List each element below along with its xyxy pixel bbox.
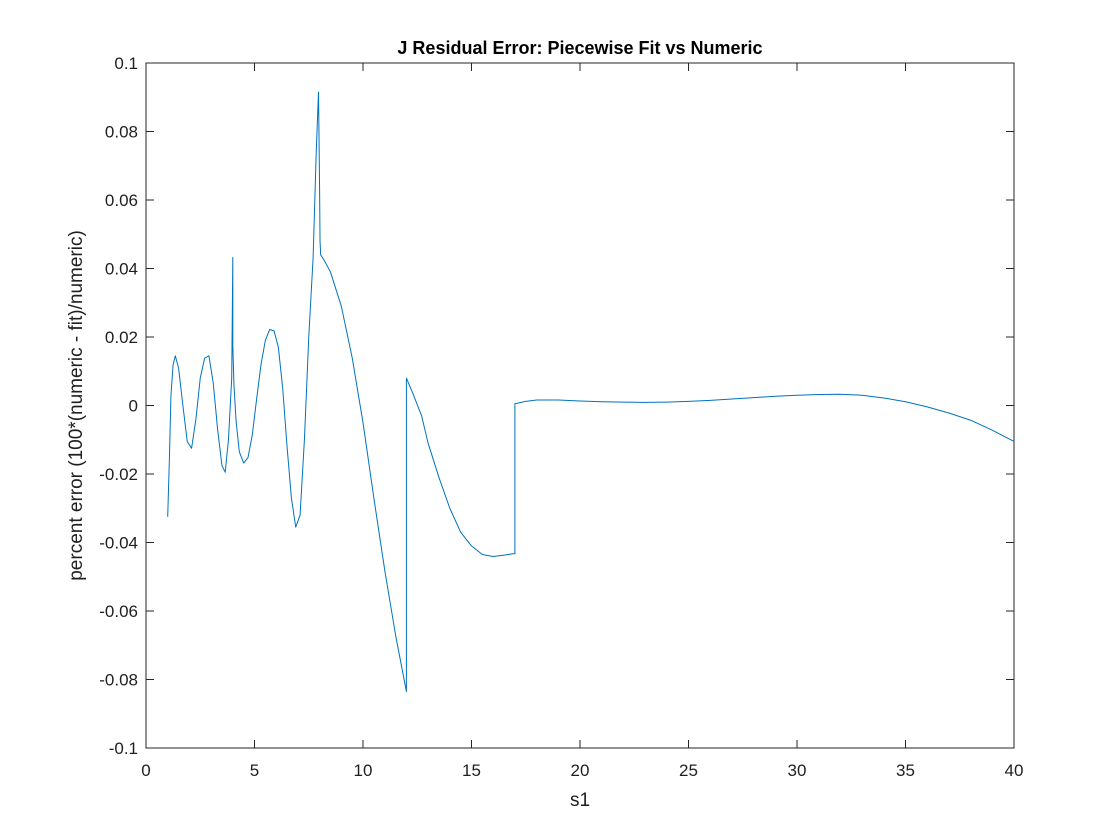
y-tick-label: -0.02 [99,465,138,484]
x-tick-label: 10 [354,761,373,780]
x-tick-label: 0 [141,761,150,780]
x-axis: 0 5 10 15 20 25 30 35 40 [141,63,1023,780]
x-tick-label: 15 [462,761,481,780]
x-tick-label: 30 [788,761,807,780]
x-tick-label: 35 [896,761,915,780]
x-axis-label: s1 [570,790,590,811]
x-tick-label: 5 [250,761,259,780]
x-tick-label: 20 [571,761,590,780]
series-line [167,91,1015,692]
y-tick-label: 0.02 [105,328,138,347]
y-tick-label: 0.06 [105,191,138,210]
y-tick-label: 0.08 [105,123,138,142]
plot-area [145,62,1015,749]
y-tick-label: -0.04 [99,534,138,553]
y-tick-label: -0.08 [99,671,138,690]
y-axis: -0.1 -0.08 -0.06 -0.04 -0.02 0 0.02 0.04 0.06 0.0… [99,54,1014,758]
y-tick-label: 0.04 [105,260,138,279]
x-tick-label: 40 [1005,761,1024,780]
y-tick-label: -0.1 [109,739,138,758]
y-tick-label: 0.1 [114,54,138,73]
chart-title: J Residual Error: Piecewise Fit vs Numer… [397,38,762,58]
y-axis-label: percent error (100*(numeric - fit)/numer… [66,230,87,581]
y-tick-label: -0.06 [99,602,138,621]
y-tick-label: 0 [129,397,138,416]
x-tick-label: 25 [679,761,698,780]
